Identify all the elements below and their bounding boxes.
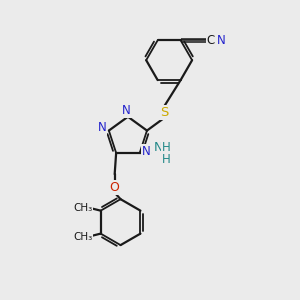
- Text: H: H: [162, 141, 171, 154]
- Text: N: N: [154, 141, 163, 154]
- Text: N: N: [98, 121, 107, 134]
- Text: N: N: [122, 104, 131, 117]
- Text: CH₃: CH₃: [74, 232, 93, 242]
- Text: O: O: [110, 181, 120, 194]
- Text: N: N: [142, 145, 151, 158]
- Text: S: S: [160, 106, 169, 119]
- Text: C: C: [207, 34, 215, 47]
- Text: H: H: [162, 153, 171, 166]
- Text: N: N: [217, 34, 225, 47]
- Text: CH₃: CH₃: [74, 203, 93, 213]
